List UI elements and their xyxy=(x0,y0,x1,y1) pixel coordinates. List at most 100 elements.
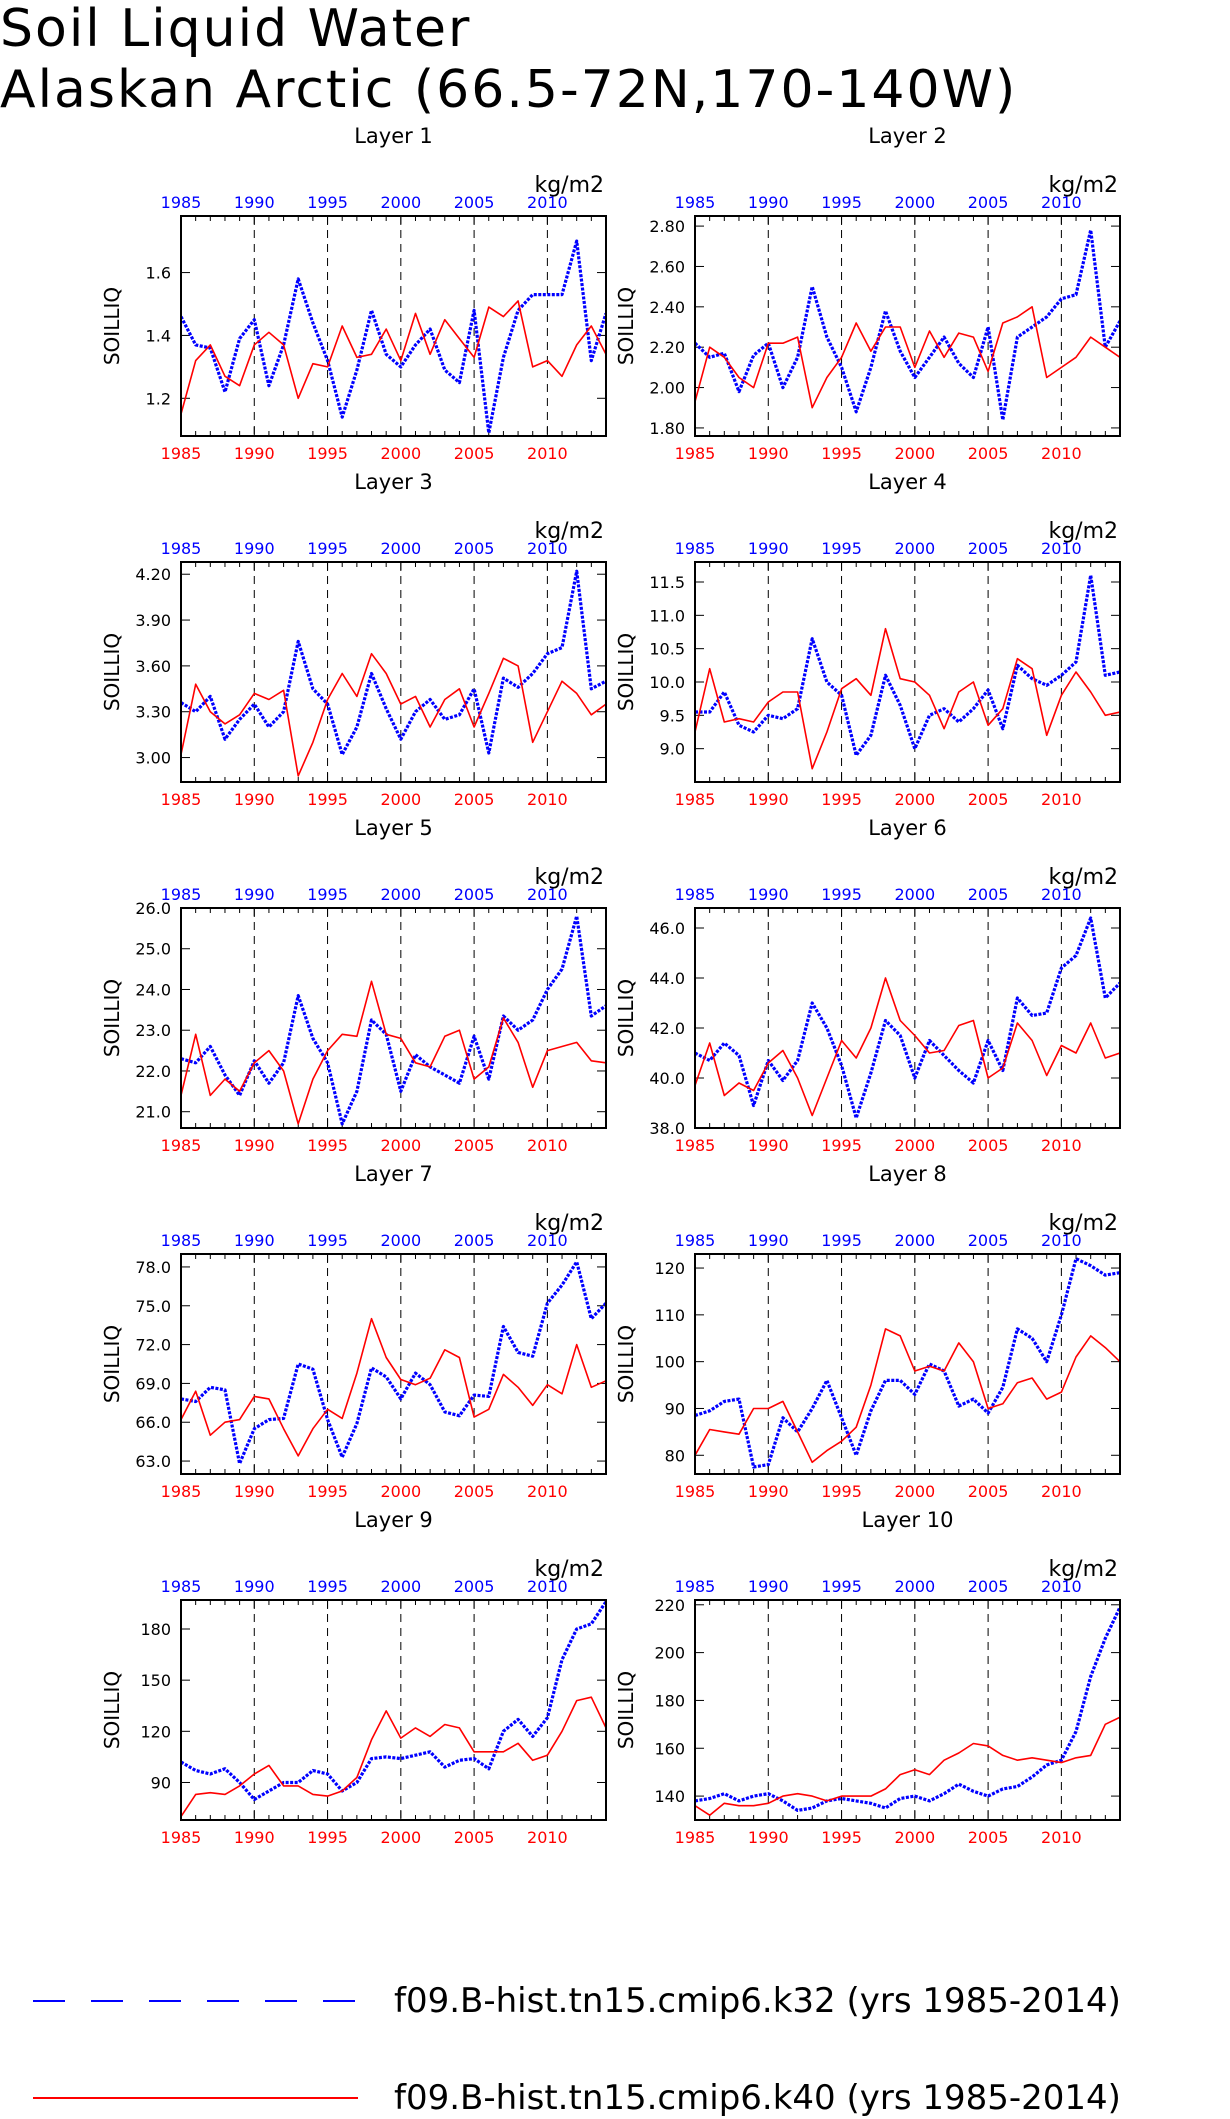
panel-layer-6: Layer 6 kg/m2 SOILLIQ 1985 1985 1990 1990 1995 1… xyxy=(614,816,1121,1155)
x-tick-label-bottom: 2005 xyxy=(454,444,495,463)
x-tick-label-bottom: 2010 xyxy=(1041,1136,1082,1155)
plot-frame xyxy=(180,561,607,783)
x-tick-label-top: 1985 xyxy=(675,539,716,558)
x-tick-label-top: 1985 xyxy=(161,193,202,212)
x-tick-label-top: 2005 xyxy=(454,1231,495,1250)
x-tick-label-top: 1995 xyxy=(307,1577,348,1596)
x-tick-label-top: 2000 xyxy=(894,1577,935,1596)
x-tick-label-bottom: 2010 xyxy=(1041,1482,1082,1501)
x-tick-label-bottom: 2010 xyxy=(527,1828,568,1847)
y-tick-label: 40.0 xyxy=(649,1069,685,1088)
x-tick-label-bottom: 1995 xyxy=(821,1482,862,1501)
x-tick-label-bottom: 1990 xyxy=(234,1482,275,1501)
panel-title: Layer 7 xyxy=(354,1162,433,1186)
legend-k32-label: f09.B-hist.tn15.cmip6.k32 (yrs 1985-2014… xyxy=(394,1981,1121,2021)
panel-layer-3: Layer 3 kg/m2 SOILLIQ 1985 1985 1990 1990 1995 1… xyxy=(100,470,607,809)
x-tick-label-bottom: 2005 xyxy=(968,1482,1009,1501)
x-tick-label-top: 2005 xyxy=(968,193,1009,212)
x-tick-label-bottom: 1985 xyxy=(675,790,716,809)
x-tick-label-bottom: 1995 xyxy=(307,1136,348,1155)
y-tick-label: 11.0 xyxy=(649,606,685,625)
x-tick-label-bottom: 1985 xyxy=(675,444,716,463)
y-tick-label: 10.5 xyxy=(649,640,685,659)
x-tick-label-bottom: 2010 xyxy=(527,1482,568,1501)
panel-title: Layer 3 xyxy=(354,470,433,494)
units-label: kg/m2 xyxy=(534,865,604,890)
x-tick-label-top: 2010 xyxy=(1041,1577,1082,1596)
series-k40-line xyxy=(695,305,1120,409)
units-label: kg/m2 xyxy=(1048,173,1118,198)
x-tick-label-top: 2010 xyxy=(1041,1231,1082,1250)
x-tick-label-top: 2010 xyxy=(527,1577,568,1596)
x-tick-label-top: 2000 xyxy=(380,539,421,558)
x-tick-label-top: 1990 xyxy=(748,885,789,904)
x-tick-label-top: 1990 xyxy=(748,539,789,558)
series-k32-line xyxy=(181,914,606,1126)
x-tick-label-top: 1990 xyxy=(748,1231,789,1250)
units-label: kg/m2 xyxy=(1048,1211,1118,1236)
series-k32-line xyxy=(181,1260,606,1466)
x-tick-label-bottom: 1995 xyxy=(307,790,348,809)
x-tick-label-top: 2010 xyxy=(1041,885,1082,904)
x-tick-label-top: 1995 xyxy=(821,193,862,212)
x-tick-label-bottom: 2000 xyxy=(894,444,935,463)
plot-frame xyxy=(694,907,1121,1129)
y-tick-label: 75.0 xyxy=(135,1297,171,1316)
panel-title: Layer 5 xyxy=(354,816,433,840)
x-tick-label-bottom: 1990 xyxy=(748,1136,789,1155)
series-k32-line xyxy=(695,1257,1120,1469)
y-axis-label: SOILLIQ xyxy=(614,979,638,1057)
y-tick-label: 180 xyxy=(140,1620,171,1639)
x-tick-label-top: 2010 xyxy=(1041,193,1082,212)
x-tick-label-bottom: 1990 xyxy=(234,1136,275,1155)
y-axis-label: SOILLIQ xyxy=(614,1671,638,1749)
x-tick-label-bottom: 2000 xyxy=(380,1828,421,1847)
units-label: kg/m2 xyxy=(534,519,604,544)
x-tick-label-bottom: 1995 xyxy=(307,1482,348,1501)
x-tick-label-top: 1985 xyxy=(675,1577,716,1596)
x-tick-label-bottom: 2005 xyxy=(968,1828,1009,1847)
x-tick-label-top: 2005 xyxy=(968,885,1009,904)
x-tick-label-top: 2000 xyxy=(894,885,935,904)
x-tick-label-top: 1990 xyxy=(234,885,275,904)
x-tick-label-bottom: 2005 xyxy=(454,1828,495,1847)
y-tick-label: 3.00 xyxy=(135,749,171,768)
y-tick-label: 2.40 xyxy=(649,298,685,317)
x-tick-label-bottom: 2010 xyxy=(527,790,568,809)
y-tick-label: 2.20 xyxy=(649,338,685,357)
y-tick-label: 160 xyxy=(654,1739,685,1758)
units-label: kg/m2 xyxy=(1048,519,1118,544)
panel-title: Layer 6 xyxy=(868,816,947,840)
y-axis-label: SOILLIQ xyxy=(100,1671,124,1749)
y-tick-label: 1.4 xyxy=(146,326,171,345)
panel-layer-1: Layer 1 kg/m2 SOILLIQ 1985 1985 1990 1990 1995 1… xyxy=(100,124,607,463)
y-axis-label: SOILLIQ xyxy=(614,633,638,711)
y-tick-label: 21.0 xyxy=(135,1103,171,1122)
series-k32-line xyxy=(695,1606,1120,1813)
x-tick-label-top: 1990 xyxy=(234,193,275,212)
x-tick-label-top: 1985 xyxy=(675,193,716,212)
panel-title: Layer 2 xyxy=(868,124,947,148)
x-tick-label-bottom: 1990 xyxy=(234,790,275,809)
x-tick-label-top: 2000 xyxy=(894,193,935,212)
x-tick-label-bottom: 2000 xyxy=(380,444,421,463)
panel-layer-10: Layer 10 kg/m2 SOILLIQ 1985 1985 1990 1990 1995… xyxy=(614,1508,1121,1847)
x-tick-label-top: 1995 xyxy=(821,539,862,558)
x-tick-label-bottom: 1995 xyxy=(821,1828,862,1847)
x-tick-label-bottom: 2005 xyxy=(454,790,495,809)
series-k32-line xyxy=(695,916,1120,1120)
x-tick-label-bottom: 2010 xyxy=(527,1136,568,1155)
y-tick-label: 120 xyxy=(140,1722,171,1741)
x-tick-label-top: 1990 xyxy=(234,539,275,558)
x-tick-label-bottom: 2000 xyxy=(894,1482,935,1501)
x-tick-label-top: 1995 xyxy=(307,1231,348,1250)
x-tick-label-top: 2005 xyxy=(454,885,495,904)
x-tick-label-top: 2005 xyxy=(454,193,495,212)
plot-frame xyxy=(694,1253,1121,1475)
series-k32-line xyxy=(181,1600,606,1802)
x-tick-label-bottom: 2010 xyxy=(1041,1828,1082,1847)
y-tick-label: 24.0 xyxy=(135,980,171,999)
series-k32-line xyxy=(181,569,606,757)
y-tick-label: 4.20 xyxy=(135,565,171,584)
y-axis-label: SOILLIQ xyxy=(100,1325,124,1403)
